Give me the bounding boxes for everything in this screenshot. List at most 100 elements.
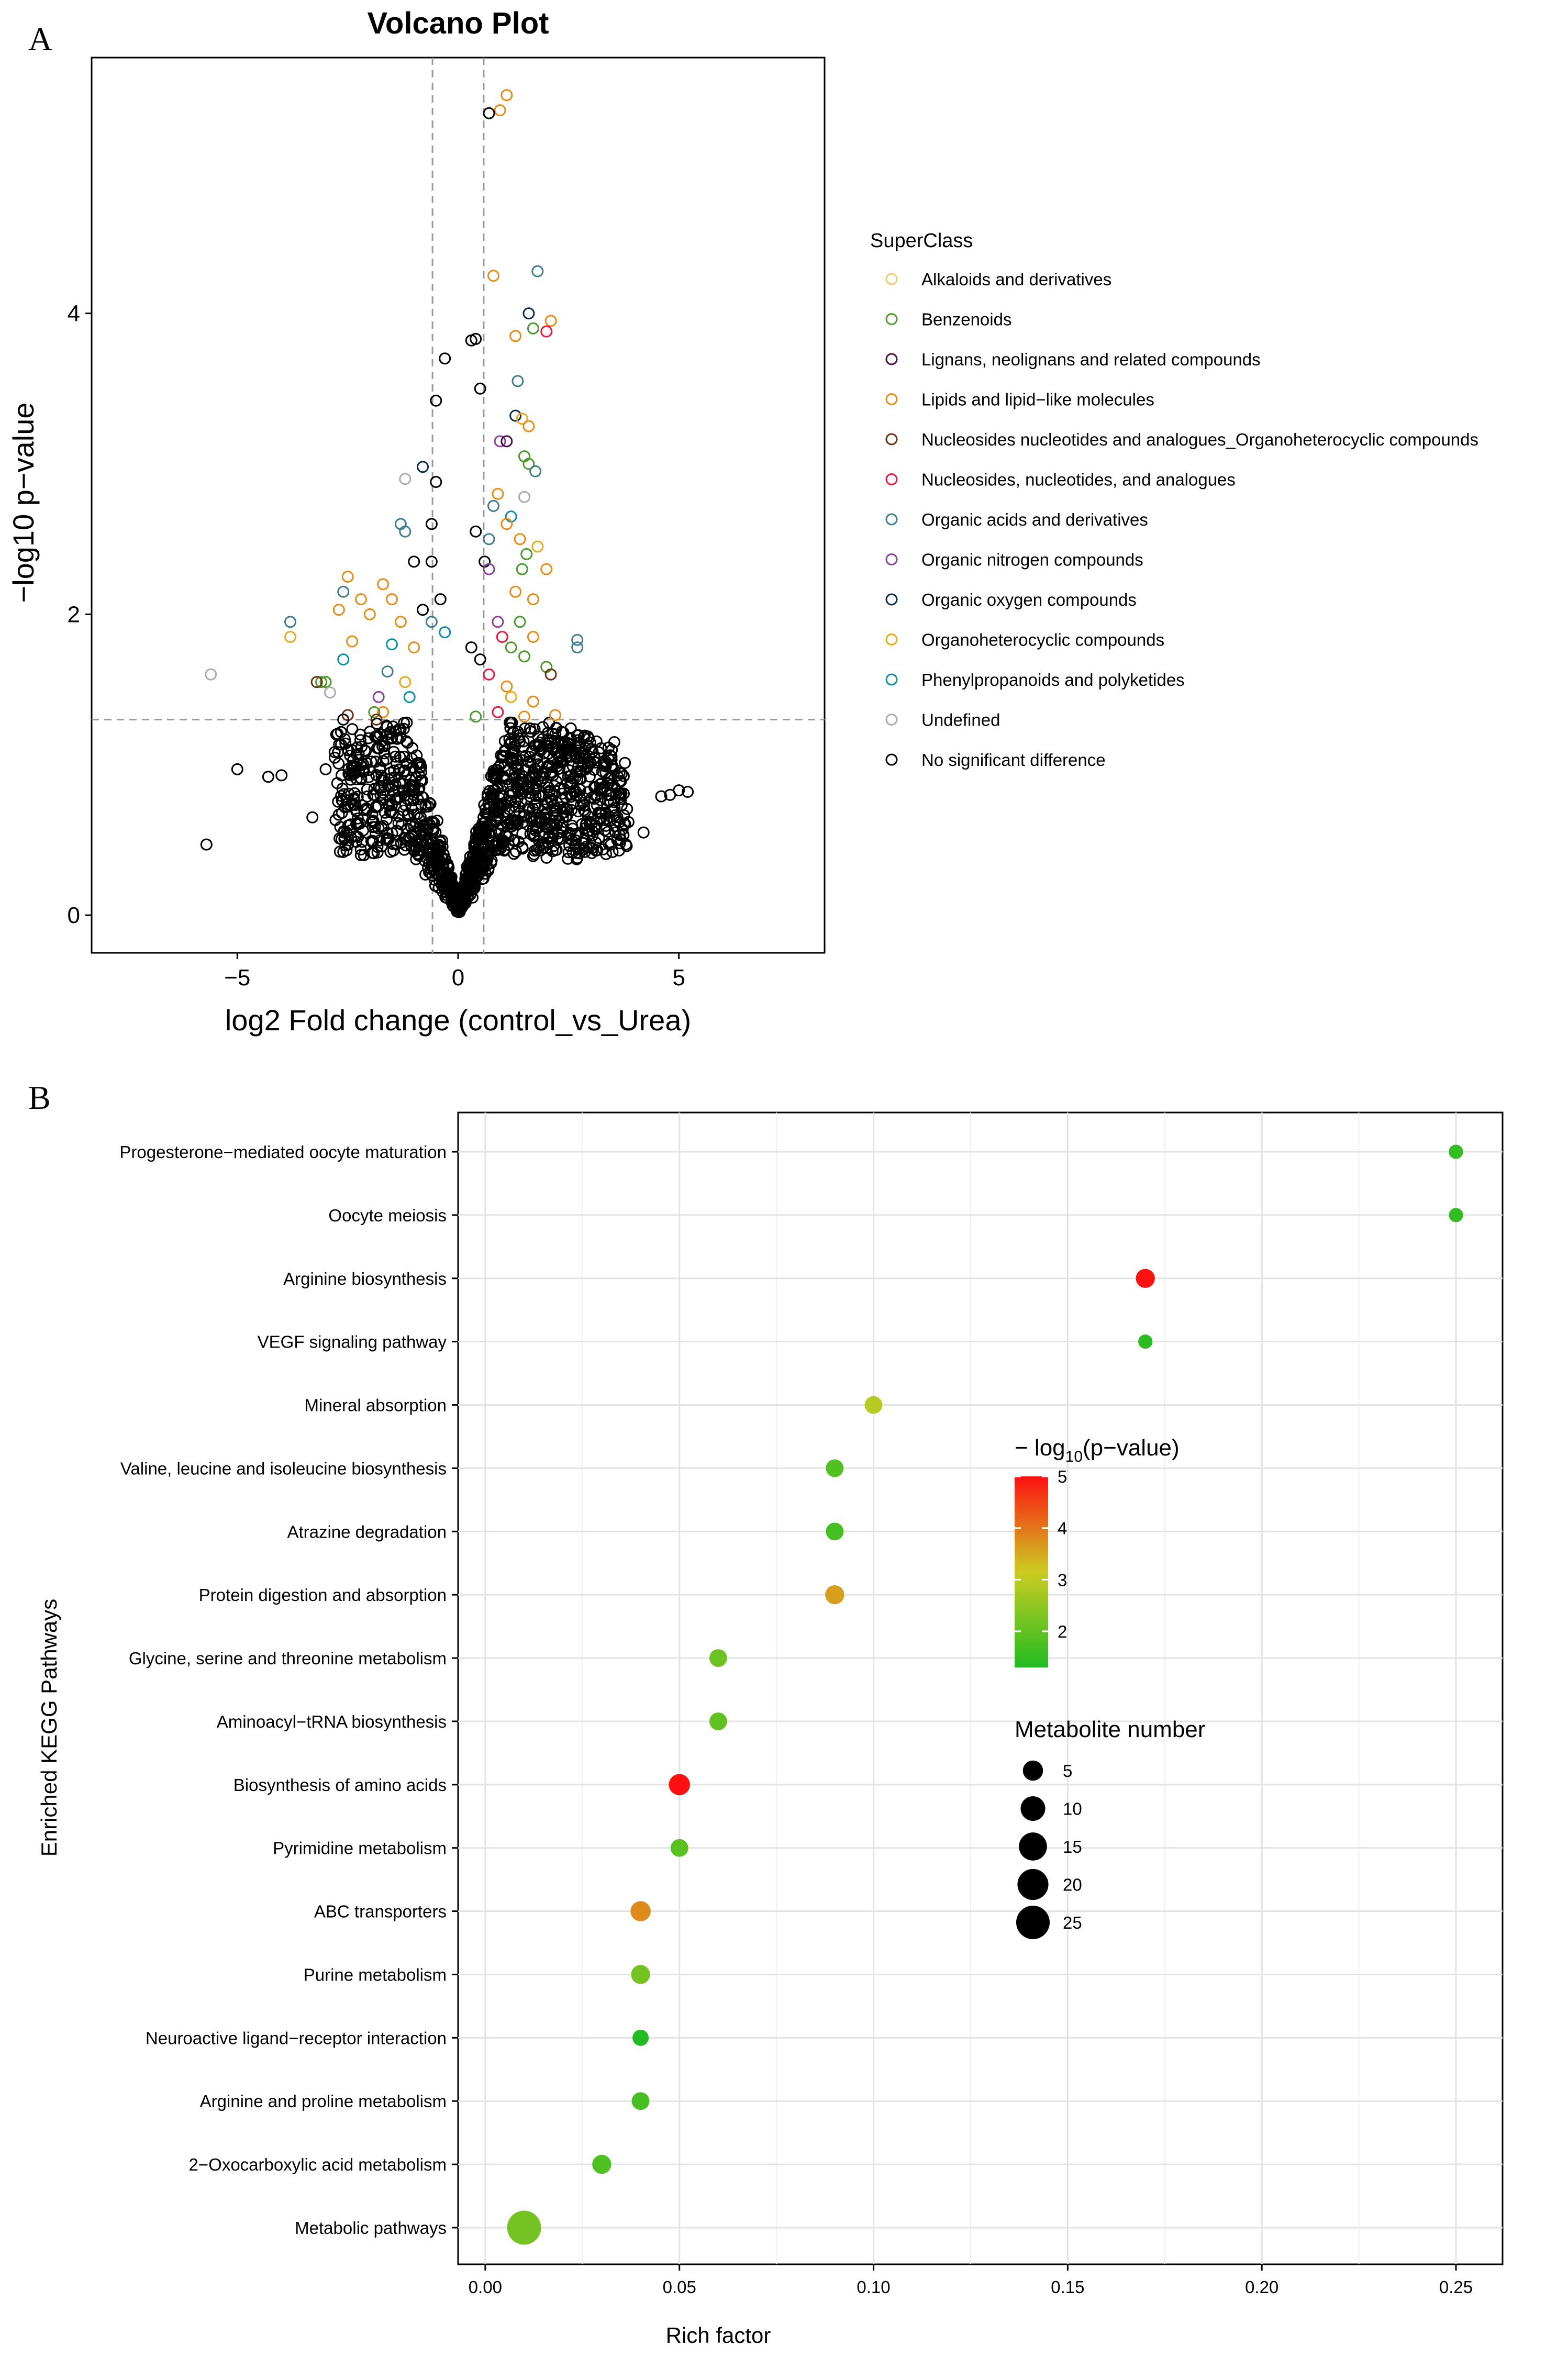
volcano-point bbox=[344, 799, 357, 811]
volcano-point bbox=[413, 812, 425, 825]
legend-label: Nucleosides, nucleotides, and analogues bbox=[921, 470, 1236, 490]
volcano-point bbox=[608, 736, 620, 748]
volcano-point bbox=[370, 730, 383, 742]
volcano-point bbox=[501, 435, 513, 448]
bubble-plot-frame bbox=[457, 1111, 1504, 2265]
volcano-point bbox=[604, 789, 617, 802]
volcano-point bbox=[579, 805, 592, 818]
volcano-points bbox=[200, 89, 694, 918]
volcano-point bbox=[415, 774, 427, 787]
size-legend-label: 5 bbox=[1063, 1761, 1072, 1781]
volcano-point bbox=[571, 633, 584, 646]
volcano-point bbox=[550, 775, 562, 787]
volcano-point bbox=[544, 668, 557, 681]
x-tick-label: 0.20 bbox=[1245, 2277, 1278, 2297]
pathway-bubble bbox=[670, 1839, 688, 1857]
volcano-point bbox=[394, 723, 407, 736]
pathway-label: ABC transporters bbox=[314, 1902, 447, 1921]
volcano-point bbox=[572, 760, 585, 772]
volcano-y-axis-label: −log10 p−value bbox=[7, 402, 40, 603]
volcano-point bbox=[483, 107, 495, 119]
volcano-point bbox=[335, 738, 347, 751]
pathway-bubble bbox=[709, 1712, 727, 1730]
legend-swatch bbox=[885, 353, 898, 365]
legend-swatch bbox=[885, 714, 898, 726]
legend-label: Benzenoids bbox=[921, 310, 1011, 329]
volcano-point bbox=[502, 818, 514, 830]
volcano-point bbox=[590, 836, 602, 849]
y-tick-label: 4 bbox=[68, 301, 80, 327]
x-tick-label: −5 bbox=[224, 965, 250, 991]
volcano-point bbox=[361, 790, 373, 803]
volcano-point bbox=[426, 817, 439, 829]
volcano-point bbox=[533, 737, 546, 749]
volcano-point bbox=[399, 676, 412, 688]
volcano-point bbox=[408, 783, 420, 796]
volcano-point bbox=[358, 849, 370, 861]
volcano-point bbox=[346, 635, 359, 648]
volcano-point bbox=[517, 816, 529, 829]
size-legend-dot bbox=[1016, 1906, 1050, 1939]
volcano-point bbox=[366, 836, 379, 849]
pathway-label: Mineral absorption bbox=[305, 1396, 447, 1415]
volcano-point bbox=[586, 825, 598, 838]
volcano-point bbox=[413, 782, 426, 795]
volcano-point bbox=[417, 604, 429, 616]
volcano-point bbox=[332, 757, 345, 770]
volcano-point bbox=[335, 726, 347, 738]
size-legend: 5 10 15 20 25 bbox=[1016, 1760, 1082, 1939]
volcano-point bbox=[453, 896, 465, 909]
volcano-point bbox=[387, 844, 399, 857]
volcano-point bbox=[529, 465, 542, 477]
pathway-bubble bbox=[630, 1901, 651, 1921]
volcano-point bbox=[527, 631, 539, 643]
volcano-point bbox=[426, 837, 439, 849]
volcano-point bbox=[388, 764, 401, 777]
volcano-point bbox=[509, 795, 521, 808]
volcano-point bbox=[399, 525, 412, 538]
volcano-point bbox=[200, 838, 213, 851]
volcano-point bbox=[549, 709, 561, 721]
volcano-point bbox=[487, 270, 499, 282]
pathway-label: 2−Oxocarboxylic acid metabolism bbox=[189, 2155, 447, 2174]
volcano-point bbox=[399, 473, 412, 485]
legend-swatch bbox=[885, 473, 898, 485]
volcano-point bbox=[495, 758, 507, 771]
volcano-point bbox=[599, 755, 612, 768]
volcano-point bbox=[434, 835, 447, 848]
volcano-point bbox=[522, 420, 535, 432]
volcano-point bbox=[455, 883, 468, 896]
volcano-point bbox=[517, 741, 529, 753]
volcano-point bbox=[481, 788, 494, 800]
volcano-point bbox=[370, 801, 382, 814]
volcano-point bbox=[514, 616, 526, 628]
bubble-y-axis-label: Enriched KEGG Pathways bbox=[37, 1599, 61, 1857]
volcano-point bbox=[504, 722, 517, 735]
volcano-point bbox=[408, 555, 420, 568]
volcano-point bbox=[664, 788, 676, 801]
volcano-point bbox=[382, 832, 394, 845]
volcano-point bbox=[262, 771, 274, 783]
x-tick-label: 0.00 bbox=[469, 2277, 502, 2297]
volcano-point bbox=[546, 742, 558, 754]
volcano-point bbox=[470, 826, 482, 838]
volcano-point bbox=[401, 716, 413, 729]
volcano-point bbox=[591, 789, 603, 802]
x-tick-label: 0.05 bbox=[663, 2277, 696, 2297]
volcano-point bbox=[391, 825, 403, 837]
volcano-point bbox=[602, 826, 615, 838]
volcano-point bbox=[349, 766, 362, 779]
size-legend-label: 10 bbox=[1063, 1799, 1082, 1819]
pathway-label: Oocyte meiosis bbox=[328, 1206, 447, 1225]
volcano-point bbox=[205, 668, 217, 681]
volcano-point bbox=[509, 760, 522, 772]
volcano-point bbox=[368, 706, 381, 718]
volcano-point bbox=[540, 325, 553, 338]
pathway-bubble bbox=[825, 1585, 844, 1605]
volcano-point bbox=[515, 787, 527, 800]
pathway-bubble bbox=[631, 1965, 650, 1984]
volcano-point bbox=[518, 810, 530, 823]
volcano-point bbox=[398, 750, 410, 763]
volcano-point bbox=[401, 834, 414, 847]
volcano-point bbox=[655, 790, 668, 803]
